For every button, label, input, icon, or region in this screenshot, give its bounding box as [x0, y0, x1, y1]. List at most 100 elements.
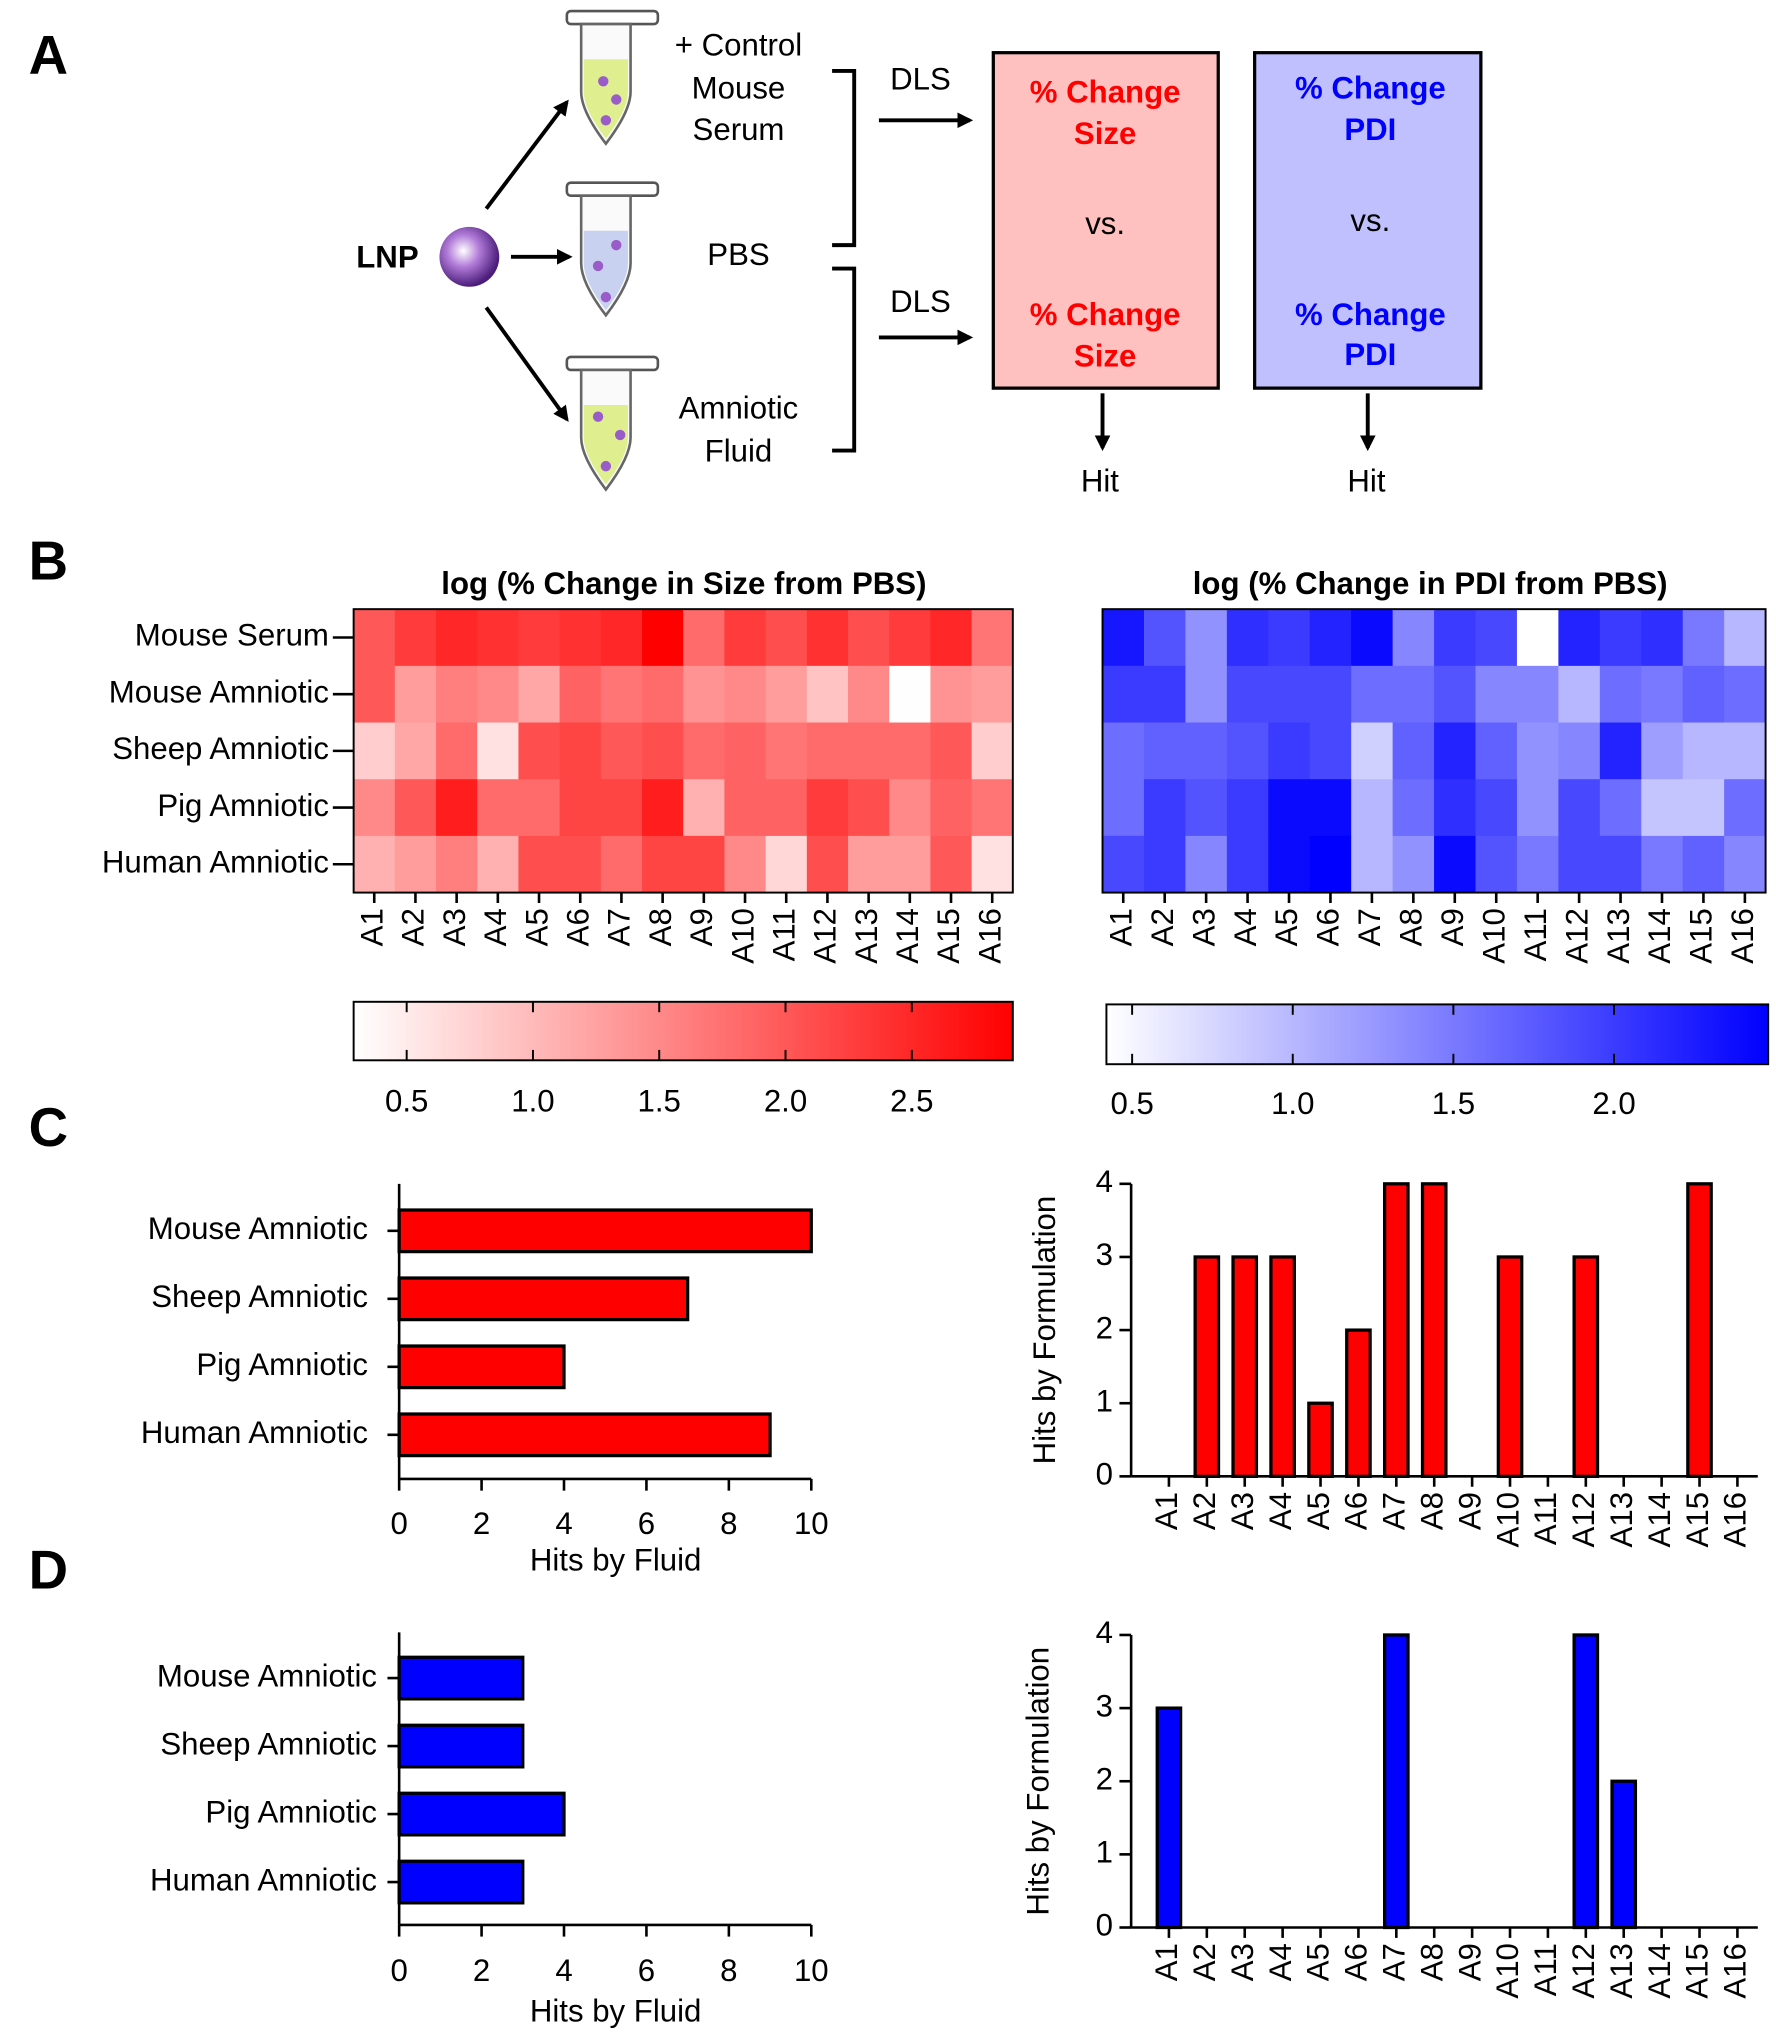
bar — [1193, 1255, 1221, 1478]
x-tick-label: A9 — [1452, 1943, 1487, 1981]
column-label: A13 — [1601, 908, 1636, 964]
x-tick-label: A12 — [1566, 1943, 1601, 1999]
x-tick-label: A15 — [1680, 1492, 1715, 1548]
heatmap-cell — [1434, 665, 1477, 724]
heatmap-cell — [1434, 609, 1477, 667]
heatmap-cell — [1682, 609, 1725, 667]
x-tick-label: A8 — [1414, 1943, 1449, 1981]
fluid-label: Mouse — [692, 71, 786, 106]
heatmap-cell — [477, 722, 520, 780]
fluid-label: Amniotic — [679, 390, 799, 425]
x-tick-label: 4 — [555, 1506, 572, 1541]
heatmap-cell — [1558, 722, 1601, 780]
heatmap-cell — [1102, 609, 1145, 667]
y-tick-label: 4 — [1096, 1164, 1113, 1199]
tube — [565, 9, 660, 146]
heatmap-cell — [1516, 665, 1560, 724]
heatmap-cell — [1143, 779, 1187, 837]
y-tick-label: 1 — [1096, 1835, 1113, 1870]
x-tick-label: A5 — [1301, 1492, 1336, 1530]
heatmap-cell — [1309, 835, 1352, 894]
bar — [397, 1344, 566, 1390]
heatmap-cell — [1724, 835, 1767, 894]
heatmap-cell — [971, 665, 1014, 724]
pdi-box — [1253, 51, 1483, 390]
panel-label: B — [29, 530, 68, 591]
heatmap-cell — [518, 665, 561, 724]
heatmap-cell — [1351, 609, 1394, 667]
bar — [1345, 1328, 1372, 1478]
x-tick-label: A11 — [1528, 1492, 1563, 1545]
heatmap-cell — [971, 609, 1014, 667]
plot-frame — [1101, 608, 1767, 894]
heatmap-cell — [930, 779, 973, 837]
heatmap-cell — [724, 609, 767, 667]
colorbar-tick-label: 1.0 — [511, 1083, 554, 1118]
column-label: A9 — [684, 908, 719, 946]
heatmap-cell — [1351, 835, 1394, 894]
bar — [397, 1791, 566, 1837]
heatmap-cell — [1475, 779, 1518, 837]
x-tick-label: 4 — [555, 1953, 572, 1988]
column-label: A9 — [1435, 908, 1470, 946]
method-label: DLS — [890, 62, 951, 97]
y-axis-label: Hits by Formulation — [1020, 1647, 1055, 1916]
x-tick-label: A13 — [1604, 1492, 1639, 1548]
bar — [397, 1412, 772, 1458]
x-tick-label: A3 — [1225, 1943, 1260, 1981]
column-label: A12 — [808, 908, 843, 964]
heatmap-cell — [394, 779, 437, 837]
heatmap-cell — [559, 665, 602, 724]
bar — [1496, 1255, 1524, 1478]
heatmap-cell — [806, 835, 849, 894]
column-label: A3 — [1186, 908, 1221, 946]
heatmap-cell — [806, 722, 849, 780]
chart-title: log (% Change in Size from PBS) — [441, 566, 926, 601]
column-label: A15 — [1684, 908, 1719, 964]
heatmap-cell — [683, 835, 726, 894]
heatmap-cell — [518, 835, 561, 894]
heatmap-cell — [353, 722, 396, 780]
column-label: A5 — [1269, 908, 1304, 946]
x-tick-label: A5 — [1301, 1943, 1336, 1981]
column-label: A1 — [354, 908, 389, 946]
heatmap-cell — [724, 722, 767, 780]
heatmap-cell — [642, 722, 684, 780]
heatmap-cell — [765, 665, 808, 724]
heatmap-cell — [1268, 779, 1311, 837]
heatmap-cell — [889, 722, 932, 780]
heatmap-cell — [559, 835, 602, 894]
column-label: A8 — [1394, 908, 1429, 946]
heatmap-cell — [1102, 779, 1145, 837]
box-text: PDI — [1344, 112, 1396, 147]
colorbar-tick-label: 0.5 — [1110, 1086, 1153, 1121]
bar — [397, 1208, 813, 1254]
column-label: A5 — [519, 908, 554, 946]
fluid-label: Serum — [693, 112, 785, 147]
heatmap-cell — [1185, 609, 1228, 667]
heatmap-cell — [394, 665, 437, 724]
bar — [397, 1276, 690, 1322]
heatmap-cell — [1226, 779, 1269, 837]
column-label: A10 — [1476, 908, 1511, 964]
heatmap-cell — [1143, 609, 1187, 667]
heatmap-cell — [889, 835, 932, 894]
heatmap-cell — [683, 665, 726, 724]
heatmap-cell — [848, 722, 890, 780]
y-tick-label: 1 — [1096, 1383, 1113, 1418]
heatmap-cell — [642, 609, 684, 667]
bar — [1572, 1255, 1600, 1478]
heatmap-cell — [353, 609, 396, 667]
colorbar — [1105, 1003, 1770, 1066]
heatmap-cell — [1724, 665, 1767, 724]
heatmap-cell — [848, 835, 890, 894]
heatmap-cell — [683, 609, 726, 667]
heatmap-cell — [971, 835, 1014, 894]
heatmap-cell — [1185, 779, 1228, 837]
colorbar-tick-label: 1.5 — [638, 1083, 681, 1118]
heatmap-cell — [1641, 722, 1684, 780]
y-tick-label: 3 — [1096, 1688, 1113, 1723]
x-tick-label: 2 — [473, 1506, 490, 1541]
box-text: Size — [1074, 116, 1136, 151]
